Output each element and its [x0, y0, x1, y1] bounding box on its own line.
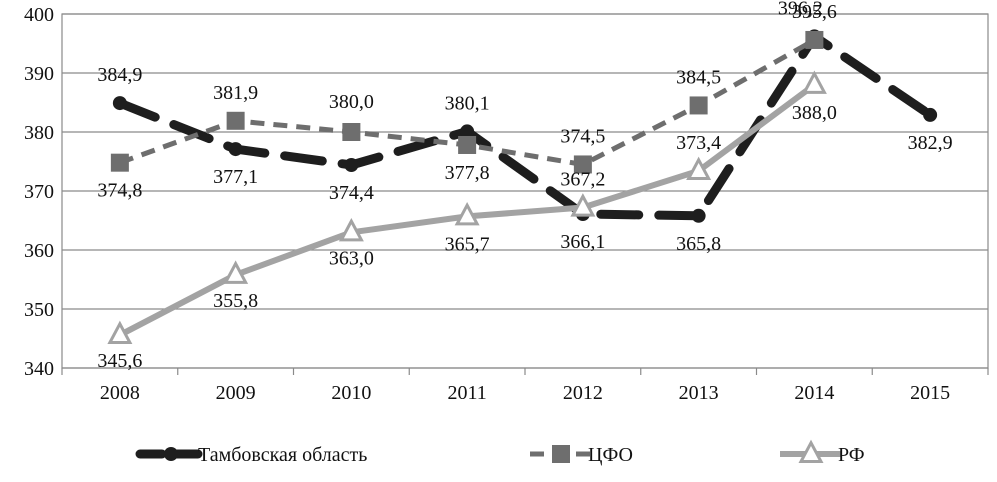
data-label: 373,4	[676, 132, 721, 154]
x-tick-label: 2010	[331, 382, 371, 404]
point-marker	[223, 260, 249, 284]
grid-lines	[61, 13, 989, 369]
point-marker	[164, 447, 178, 461]
data-label: 374,5	[560, 125, 605, 147]
y-tick-label: 360	[24, 240, 54, 262]
legend-label: ЦФО	[588, 444, 633, 466]
y-axis: 340 350 360 370 380 390 400	[24, 4, 54, 380]
data-label: 380,1	[445, 92, 490, 114]
data-label: 380,0	[329, 91, 374, 113]
y-tick-label: 400	[24, 4, 54, 26]
x-tick-label: 2009	[216, 382, 256, 404]
legend-label: Тамбовская область	[198, 444, 367, 466]
point-marker	[107, 320, 133, 345]
series-group	[107, 29, 938, 345]
legend: Тамбовская область ЦФО РФ	[135, 439, 865, 466]
y-tick-label: 370	[24, 181, 54, 203]
point-marker	[686, 156, 712, 180]
point-marker	[570, 193, 596, 217]
y-tick-label: 380	[24, 122, 54, 144]
point-marker	[460, 124, 475, 139]
point-marker	[228, 142, 243, 157]
point-marker	[110, 153, 129, 172]
data-label: 374,8	[97, 180, 142, 202]
data-label: 345,6	[97, 350, 142, 372]
x-tick-label: 2012	[563, 382, 603, 404]
x-axis: 2008 2009 2010 2011 2012 2013 2014 2015	[61, 368, 989, 404]
data-label: 384,9	[97, 64, 142, 86]
x-tick-label: 2011	[447, 382, 486, 404]
legend-label: РФ	[838, 444, 865, 466]
point-marker	[923, 107, 938, 122]
data-label: 355,8	[213, 290, 258, 312]
data-label: 396,2	[778, 0, 823, 19]
y-tick-label: 340	[24, 358, 54, 380]
data-label: 384,5	[676, 66, 721, 88]
point-marker	[458, 135, 477, 154]
point-marker	[798, 439, 824, 464]
data-label: 366,1	[560, 231, 605, 253]
data-labels: 384,9 377,1 374,4 380,1 366,1 365,8 396,2 382,9…	[97, 0, 952, 372]
data-label: 367,2	[560, 169, 605, 191]
data-label: 365,8	[676, 233, 721, 255]
y-tick-label: 390	[24, 63, 54, 85]
data-label: 363,0	[329, 247, 374, 269]
data-label: 377,1	[213, 166, 258, 188]
x-tick-label: 2013	[679, 382, 719, 404]
point-marker	[454, 202, 480, 226]
data-label: 395,6	[792, 1, 837, 23]
point-marker	[342, 123, 361, 141]
point-marker	[691, 208, 706, 223]
point-marker	[801, 70, 827, 94]
point-marker	[552, 445, 570, 463]
data-label: 388,0	[792, 102, 837, 124]
series-line	[115, 31, 935, 221]
data-label: 381,9	[213, 82, 258, 104]
x-tick-label: 2014	[794, 382, 834, 404]
data-label: 382,9	[908, 132, 953, 154]
data-label: 377,8	[445, 162, 490, 184]
point-marker	[689, 96, 708, 115]
x-tick-label: 2008	[100, 382, 140, 404]
data-label: 374,4	[329, 182, 374, 204]
x-tick-label: 2015	[910, 382, 950, 404]
point-marker	[573, 155, 592, 174]
point-marker	[226, 111, 245, 130]
y-tick-label: 350	[24, 299, 54, 321]
point-marker	[344, 158, 359, 173]
data-label: 365,7	[445, 233, 490, 255]
point-marker	[338, 217, 364, 242]
point-marker	[112, 96, 127, 111]
point-marker	[805, 30, 824, 49]
